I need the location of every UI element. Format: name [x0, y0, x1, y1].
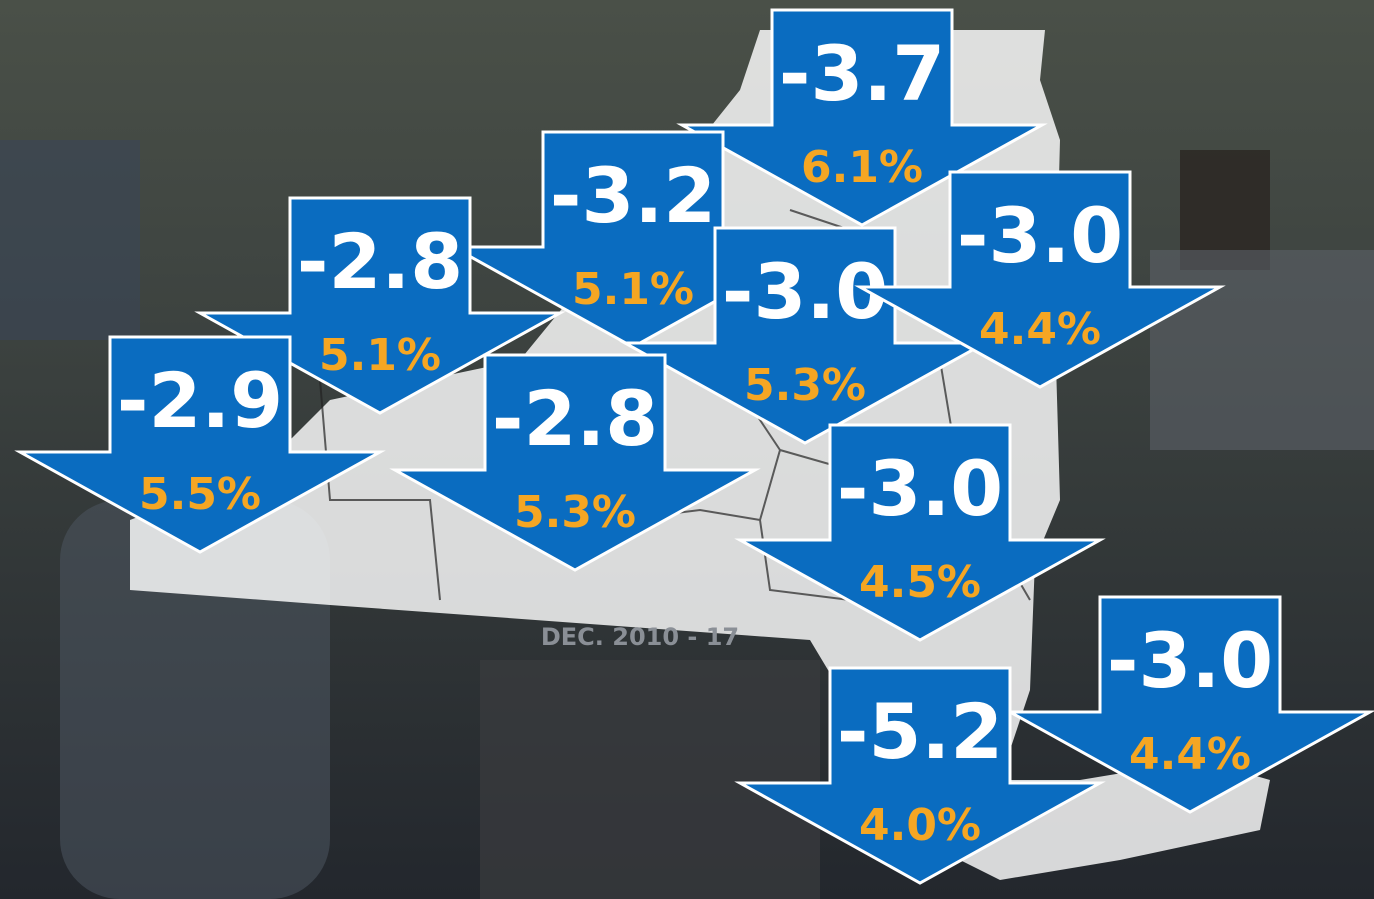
arrow-shape	[734, 666, 1106, 885]
region-arrow: -3.0 4.4%	[1004, 595, 1374, 814]
rate-label: 5.1%	[572, 264, 694, 315]
change-label: -2.8	[297, 217, 463, 306]
rate-label: 6.1%	[801, 142, 923, 193]
region-arrow: -3.0 4.4%	[854, 170, 1226, 389]
rate-label: 4.4%	[979, 304, 1101, 355]
rate-label: 5.1%	[319, 330, 441, 381]
date-label: DEC. 2010 - 17	[541, 623, 739, 651]
building	[0, 140, 140, 340]
change-label: -2.8	[492, 374, 658, 463]
region-arrow: -5.2 4.0%	[734, 666, 1106, 885]
region-arrow: -2.8 5.3%	[389, 353, 761, 572]
region-borders	[319, 209, 1031, 601]
rate-label: 5.3%	[514, 487, 636, 538]
arrow-shape	[854, 170, 1226, 389]
rate-label: 5.5%	[139, 469, 261, 520]
arrow-shape	[389, 353, 761, 572]
rate-label: 4.4%	[1129, 729, 1251, 780]
arrow-shape	[14, 335, 386, 554]
change-label: -5.2	[837, 687, 1003, 776]
change-label: -2.9	[117, 356, 283, 445]
region-arrow: -3.0 5.3%	[619, 226, 991, 445]
change-label: -3.0	[837, 444, 1003, 533]
rate-label: 4.5%	[859, 557, 981, 608]
building	[480, 660, 820, 899]
region-arrow: -3.0 4.5%	[734, 423, 1106, 642]
change-label: -3.0	[722, 247, 888, 336]
change-label: -3.7	[779, 29, 945, 118]
arrow-shape	[734, 423, 1106, 642]
rate-label: 5.3%	[744, 360, 866, 411]
change-label: -3.0	[957, 191, 1123, 280]
rate-label: 4.0%	[859, 800, 981, 851]
change-label: -3.2	[550, 151, 716, 240]
building	[1150, 250, 1374, 450]
arrow-shape	[1004, 595, 1374, 814]
region-arrow: -2.9 5.5%	[14, 335, 386, 554]
arrow-shape	[619, 226, 991, 445]
change-label: -3.0	[1107, 616, 1273, 705]
